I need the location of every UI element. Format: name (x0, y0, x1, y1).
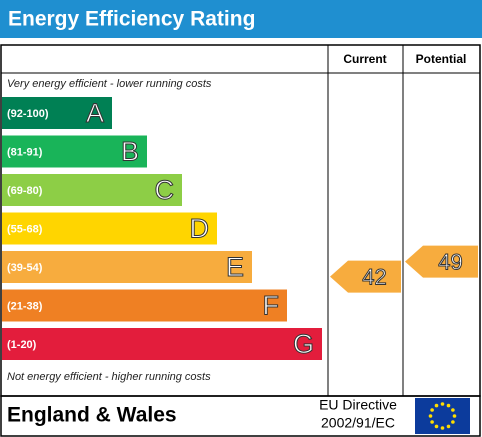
title: Energy Efficiency Rating (8, 8, 255, 31)
band-letter: D (190, 214, 210, 244)
band-range: (81-91) (7, 146, 43, 158)
top-note: Very energy efficient - lower running co… (7, 78, 212, 90)
potential-value: 49 (438, 249, 462, 274)
current-arrow (330, 260, 401, 293)
band-bar (2, 97, 112, 129)
current-header: Current (343, 52, 386, 66)
band-letter: C (155, 175, 175, 205)
eu-star (440, 426, 445, 430)
band-range: (55-68) (7, 223, 43, 235)
eu-star (434, 403, 439, 408)
directive: EU Directive (319, 397, 397, 413)
band-bar (2, 174, 182, 206)
eu-star (446, 403, 451, 408)
title-bar (0, 0, 482, 38)
footer-frame (0, 395, 481, 437)
band-range: (21-38) (7, 300, 43, 312)
eu-star (434, 424, 439, 429)
band-letter: G (293, 329, 314, 359)
eu-star (428, 414, 433, 418)
band-bar (2, 212, 217, 245)
band-bar (2, 135, 147, 168)
eu-star (430, 420, 434, 424)
band-bar (2, 289, 287, 322)
eu-star (430, 408, 434, 412)
eu-star (451, 408, 455, 412)
band-range: (92-100) (7, 108, 49, 120)
band-range: (1-20) (7, 339, 37, 351)
eu-star (440, 402, 445, 406)
potential-header: Potential (416, 52, 467, 66)
band-range: (39-54) (7, 262, 43, 274)
region: England & Wales (7, 404, 177, 427)
band-letter: F (263, 291, 280, 321)
bottom-note: Not energy efficient - higher running co… (7, 371, 211, 383)
band-bar (2, 328, 322, 360)
eu-star (452, 414, 457, 418)
band-range: (69-80) (7, 185, 43, 197)
current-value: 42 (362, 264, 386, 289)
band-letter: E (226, 252, 244, 282)
band-letter: A (86, 98, 104, 128)
band-letter: B (121, 137, 139, 167)
directive: 2002/91/EC (321, 415, 395, 431)
potential-arrow (405, 245, 478, 278)
eu-star (446, 424, 451, 429)
eu-star (451, 420, 455, 424)
band-bar (2, 251, 252, 283)
